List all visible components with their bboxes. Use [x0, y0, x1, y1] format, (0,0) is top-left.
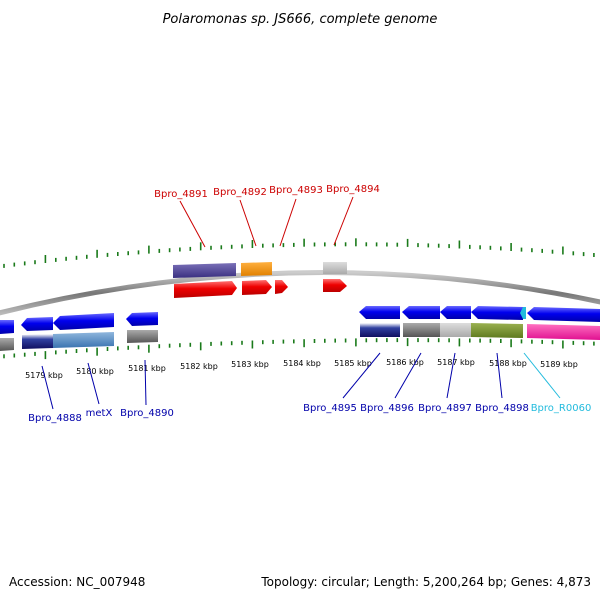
feature-metx[interactable] [53, 332, 114, 348]
kbp-scale: 5179 kbp 5180 kbp 5181 kbp 5182 kbp 5183… [25, 358, 578, 380]
gene-labels: Bpro_4891 Bpro_4892 Bpro_4893 Bpro_4894 … [28, 184, 591, 424]
kbp-label: 5185 kbp [334, 359, 372, 368]
gene-bpro-4893[interactable] [275, 280, 288, 294]
gene-bpro-4888[interactable] [21, 317, 53, 331]
kbp-label: 5186 kbp [386, 358, 424, 367]
forward-strand-genes [173, 262, 347, 298]
feature-bpro-4888[interactable] [22, 334, 53, 349]
gene-bpro-4891[interactable] [174, 281, 237, 298]
gene-bpro-4896[interactable] [402, 306, 440, 319]
kbp-label: 5181 kbp [128, 364, 166, 373]
gene-label-bpro-4896[interactable]: Bpro_4896 [360, 403, 414, 414]
feature-bpro-4896[interactable] [403, 323, 440, 337]
page-title: Polaromonas sp. JS666, complete genome [163, 12, 438, 27]
kbp-label: 5189 kbp [540, 360, 578, 369]
feature-bpro-4895[interactable] [360, 323, 400, 337]
feature-bpro-4897[interactable] [440, 323, 471, 337]
gene-bpro-4898[interactable] [471, 306, 523, 320]
gene-label-bpro-4888[interactable]: Bpro_4888 [28, 413, 82, 424]
reverse-strand-genes [0, 306, 600, 351]
kbp-label: 5182 kbp [180, 362, 218, 371]
gene-label-bpro-4892[interactable]: Bpro_4892 [213, 187, 267, 198]
feature-bpro-4898[interactable] [471, 323, 523, 338]
feature-bpro-4890[interactable] [127, 330, 158, 343]
genome-backbone [0, 270, 600, 316]
feature-bpro-r0060[interactable] [527, 324, 600, 340]
accession-text: Accession: NC_007948 [9, 575, 145, 589]
tick-marks-top [3, 238, 595, 268]
gene-bpro-4894[interactable] [323, 279, 347, 292]
kbp-label: 5180 kbp [76, 367, 114, 376]
gene-label-bpro-4894[interactable]: Bpro_4894 [326, 184, 380, 195]
gene-label-bpro-4891[interactable]: Bpro_4891 [154, 189, 208, 200]
kbp-label: 5187 kbp [437, 358, 475, 367]
kbp-label: 5184 kbp [283, 359, 321, 368]
gene-bpro-4887[interactable] [0, 320, 14, 334]
gene-label-bpro-4890[interactable]: Bpro_4890 [120, 408, 174, 419]
gene-bpro-4892[interactable] [242, 280, 272, 295]
feature-bpro-4887[interactable] [0, 338, 14, 351]
gene-bpro-4895[interactable] [359, 306, 400, 319]
kbp-label: 5183 kbp [231, 360, 269, 369]
feature-bpro-4892[interactable] [241, 262, 272, 276]
gene-label-metx[interactable]: metX [86, 408, 113, 419]
gene-bpro-r0060[interactable] [520, 307, 526, 319]
gene-metx[interactable] [53, 313, 114, 330]
gene-label-bpro-4893[interactable]: Bpro_4893 [269, 185, 323, 196]
feature-bpro-4891[interactable] [173, 263, 236, 278]
kbp-label: 5188 kbp [489, 359, 527, 368]
gene-bpro-4899[interactable] [527, 307, 600, 322]
gene-label-bpro-r0060[interactable]: Bpro_R0060 [531, 403, 592, 414]
gene-bpro-4890[interactable] [126, 312, 158, 326]
tick-marks-bottom [3, 338, 595, 360]
gene-label-bpro-4895[interactable]: Bpro_4895 [303, 403, 357, 414]
feature-bpro-4894[interactable] [323, 262, 347, 274]
label-leader-lines [41, 196, 561, 410]
genome-summary-text: Topology: circular; Length: 5,200,264 bp… [260, 575, 591, 589]
gene-bpro-4897[interactable] [440, 306, 471, 319]
gene-label-bpro-4897[interactable]: Bpro_4897 [418, 403, 472, 414]
gene-label-bpro-4898[interactable]: Bpro_4898 [475, 403, 529, 414]
